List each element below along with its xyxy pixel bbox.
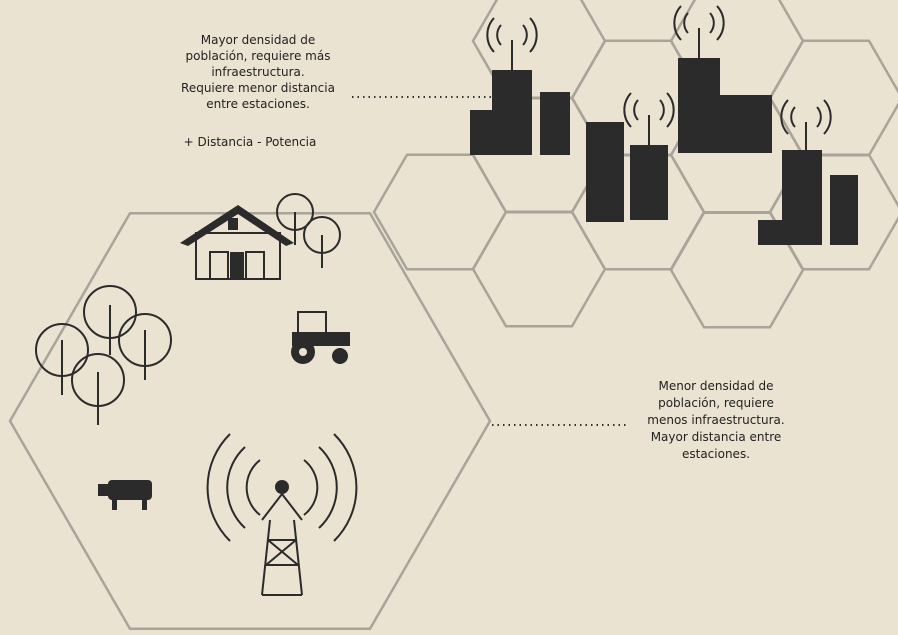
tradeoff-label: + Distancia - Potencia xyxy=(184,135,317,149)
annotation-line: entre estaciones. xyxy=(206,97,310,111)
annotation-line: Mayor distancia entre xyxy=(651,430,782,444)
annotation-line: Menor densidad de xyxy=(658,379,773,393)
annotation-line: población, requiere xyxy=(658,396,774,410)
annotation-line: Mayor densidad de xyxy=(201,33,316,47)
annotation-line: menos infraestructura. xyxy=(647,413,784,427)
diagram: Mayor densidad de población, requiere más… xyxy=(0,0,898,635)
annotation-line: infraestructura. xyxy=(211,65,304,79)
annotation-line: estaciones. xyxy=(682,447,750,461)
annotation-line: Requiere menor distancia xyxy=(181,81,335,95)
annotation-line: población, requiere más xyxy=(186,49,331,63)
